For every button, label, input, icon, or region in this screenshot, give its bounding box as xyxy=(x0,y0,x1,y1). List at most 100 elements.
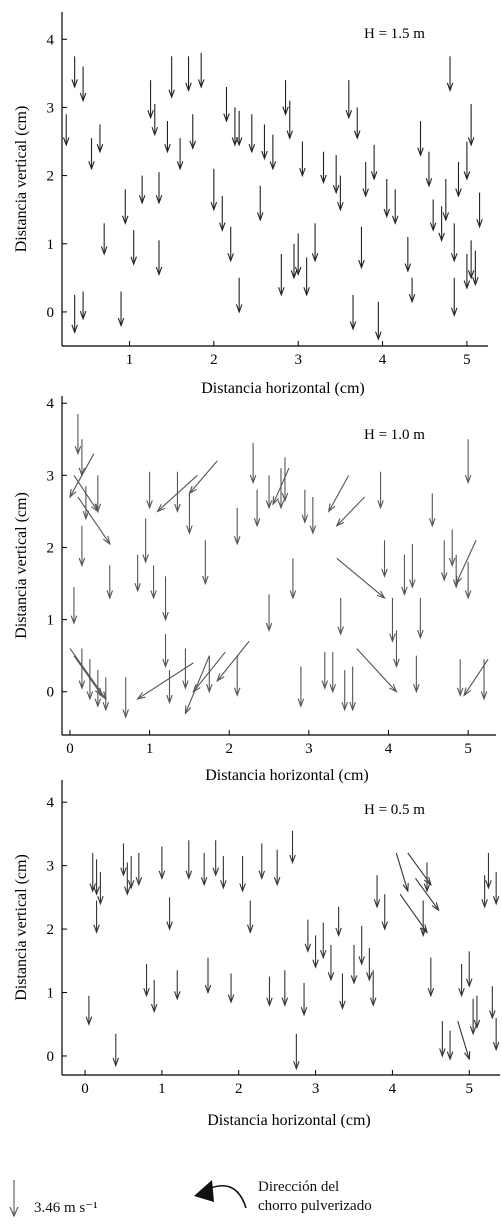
velocity-vector xyxy=(168,56,175,99)
velocity-vector xyxy=(467,104,475,147)
vector-head xyxy=(463,280,471,290)
velocity-vector xyxy=(293,1033,300,1071)
velocity-vector xyxy=(93,859,100,896)
vector-head xyxy=(146,500,153,510)
velocity-vector xyxy=(174,970,181,1001)
velocity-vector xyxy=(162,576,169,622)
velocity-vector xyxy=(480,659,488,701)
y-tick-label: 2 xyxy=(47,922,55,938)
x-tick-label: 2 xyxy=(225,741,233,757)
velocity-vector xyxy=(442,179,450,222)
velocity-vector xyxy=(235,110,243,147)
velocity-vector xyxy=(204,957,212,995)
vector-head xyxy=(138,195,146,205)
velocity-vector xyxy=(192,651,226,693)
vector-head xyxy=(269,161,277,171)
vector-head xyxy=(440,572,448,582)
velocity-vector xyxy=(202,540,209,586)
velocity-vector xyxy=(143,963,150,998)
velocity-vector xyxy=(71,56,78,89)
x-tick-label: 4 xyxy=(385,741,393,757)
vector-head xyxy=(120,867,127,877)
velocity-vector xyxy=(256,185,264,222)
vector-head xyxy=(423,883,431,893)
vector-head xyxy=(219,222,226,232)
y-tick-label: 0 xyxy=(47,305,55,321)
velocity-vector xyxy=(156,474,198,513)
panel-3: 0 1 2 3 4 5 0 1 2 3 4 H = 0.5 m Distancia horizontal… xyxy=(13,780,500,1129)
vector-head xyxy=(297,698,305,708)
legend-scale-label: 3.46 m s⁻¹ xyxy=(34,1200,98,1216)
vector-head xyxy=(235,304,243,314)
velocity-vector xyxy=(78,648,86,690)
vector-head xyxy=(408,293,416,304)
velocity-vector xyxy=(369,970,377,1007)
vector-shaft xyxy=(399,893,428,933)
vector-head xyxy=(383,208,391,219)
velocity-vector xyxy=(94,670,102,708)
velocity-vector xyxy=(423,862,431,893)
vector-head xyxy=(204,984,212,995)
panel-1: 1 2 3 4 5 0 1 2 3 4 H = 1.5 m Distancia horizontal … xyxy=(13,12,488,397)
vector-head xyxy=(70,615,78,625)
x-tick-label: 3 xyxy=(305,741,313,757)
velocity-vector xyxy=(455,540,477,585)
vector-head xyxy=(369,997,377,1007)
x-tick-label: 5 xyxy=(464,741,472,757)
x-axis-label: Distancia horizontal (cm) xyxy=(205,767,369,784)
vector-head xyxy=(289,590,297,600)
vector-shaft xyxy=(137,662,194,700)
velocity-vector xyxy=(464,561,472,600)
vector-shaft xyxy=(356,648,397,693)
velocity-vector xyxy=(88,138,95,171)
velocity-vector xyxy=(320,151,327,185)
velocity-vector xyxy=(469,998,477,1036)
vector-head xyxy=(235,137,243,147)
velocity-vector xyxy=(102,677,110,712)
velocity-vector xyxy=(94,475,102,514)
vector-head xyxy=(341,702,348,712)
velocity-vector xyxy=(356,648,398,693)
vector-head xyxy=(293,1060,300,1071)
vector-head xyxy=(166,921,173,931)
velocity-vector xyxy=(96,124,104,154)
vector-shaft xyxy=(69,648,107,700)
vector-head xyxy=(162,658,169,669)
vector-shaft xyxy=(184,655,210,714)
vector-head xyxy=(463,687,471,697)
vector-head xyxy=(94,503,102,514)
velocity-vector xyxy=(349,294,357,331)
vector-head xyxy=(174,503,181,514)
velocity-vector xyxy=(85,995,93,1026)
vector-head xyxy=(127,880,135,890)
velocity-vector xyxy=(150,979,158,1014)
vector-head xyxy=(96,144,104,154)
velocity-vector xyxy=(247,900,254,934)
vector-head xyxy=(358,259,365,270)
vector-head xyxy=(150,1003,158,1014)
velocity-vector xyxy=(162,634,169,669)
vector-head xyxy=(223,113,230,123)
vector-shaft xyxy=(336,496,366,527)
velocity-vector xyxy=(227,226,234,263)
vector-head xyxy=(261,150,268,161)
vector-head xyxy=(78,680,86,690)
vector-head xyxy=(227,253,234,263)
velocity-vector xyxy=(269,134,277,171)
vector-head xyxy=(425,178,433,188)
vector-head xyxy=(391,215,399,225)
velocity-vector xyxy=(301,489,309,524)
vector-head xyxy=(136,692,146,700)
vector-head xyxy=(438,232,445,242)
vector-head xyxy=(79,92,87,103)
velocity-vector xyxy=(70,587,78,625)
vector-head xyxy=(85,1016,93,1026)
vector-head xyxy=(473,1019,481,1030)
velocity-vector xyxy=(395,852,409,893)
velocity-vector xyxy=(273,849,281,887)
vector-head xyxy=(69,488,77,499)
velocity-vector xyxy=(429,199,437,232)
velocity-vector xyxy=(112,1033,120,1068)
velocity-vector xyxy=(393,630,400,669)
velocity-vector xyxy=(219,196,226,232)
